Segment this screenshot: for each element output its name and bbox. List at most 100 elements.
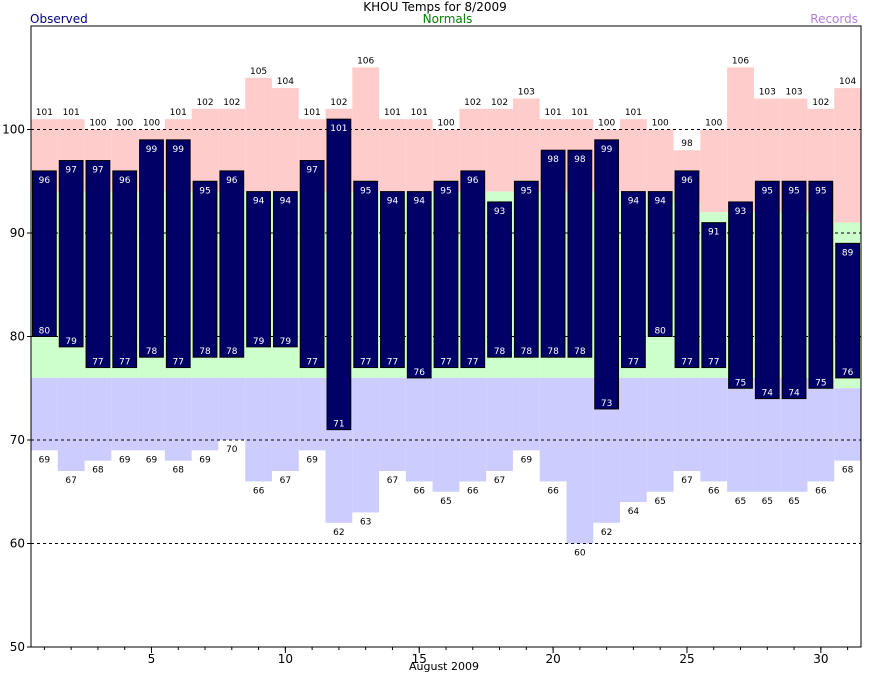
record-low-label: 65 xyxy=(788,497,799,507)
observed-high-label: 95 xyxy=(788,186,799,196)
observed-low-label: 78 xyxy=(574,347,586,357)
record-low-band xyxy=(218,377,246,440)
observed-bar xyxy=(835,242,861,379)
record-low-band xyxy=(539,377,567,482)
record-low-label: 67 xyxy=(494,476,505,486)
record-low-label: 66 xyxy=(547,486,559,496)
observed-high-label: 95 xyxy=(521,186,532,196)
observed-bar xyxy=(487,201,512,358)
observed-high-label: 94 xyxy=(628,197,640,207)
record-high-label: 101 xyxy=(170,108,187,118)
observed-high-label: 98 xyxy=(574,155,586,165)
observed-low-label: 77 xyxy=(360,358,371,368)
observed-bar xyxy=(192,180,218,358)
record-low-band xyxy=(432,377,460,492)
record-low-label: 66 xyxy=(708,486,720,496)
record-high-band xyxy=(620,119,647,192)
observed-high-label: 94 xyxy=(387,197,399,207)
record-low-band xyxy=(700,377,728,482)
observed-low-label: 78 xyxy=(226,347,238,357)
record-high-band xyxy=(379,119,406,192)
observed-bar xyxy=(272,191,298,348)
observed-bar xyxy=(32,170,57,337)
record-high-label: 100 xyxy=(437,119,454,129)
record-high-label: 102 xyxy=(812,98,829,108)
record-high-label: 105 xyxy=(250,67,267,77)
observed-low-label: 77 xyxy=(467,358,478,368)
record-low-label: 65 xyxy=(735,497,746,507)
y-tick-label: 80 xyxy=(10,330,25,344)
observed-low-label: 78 xyxy=(199,347,211,357)
record-low-band xyxy=(84,377,112,461)
observed-high-label: 101 xyxy=(330,124,347,134)
observed-low-label: 77 xyxy=(92,358,103,368)
observed-low-label: 74 xyxy=(762,389,774,399)
record-high-band xyxy=(512,98,540,192)
observed-low-label: 79 xyxy=(65,337,77,347)
x-tick-label: 10 xyxy=(278,652,293,666)
observed-high-label: 96 xyxy=(467,176,479,186)
record-high-band xyxy=(271,88,299,192)
record-low-band xyxy=(459,377,487,482)
record-high-label: 101 xyxy=(384,108,401,118)
record-high-label: 101 xyxy=(304,108,321,118)
observed-high-label: 94 xyxy=(413,197,425,207)
observed-low-label: 79 xyxy=(280,337,292,347)
record-low-label: 66 xyxy=(815,486,827,496)
record-high-label: 100 xyxy=(598,119,615,129)
y-tick-label: 70 xyxy=(10,433,25,447)
record-low-label: 64 xyxy=(628,507,640,517)
observed-high-label: 98 xyxy=(547,155,559,165)
observed-low-label: 76 xyxy=(842,368,854,378)
record-low-band xyxy=(138,377,165,451)
y-tick-label: 90 xyxy=(10,226,25,240)
observed-bar xyxy=(353,180,379,369)
observed-bar xyxy=(594,139,620,410)
record-high-label: 104 xyxy=(277,77,294,87)
record-low-band xyxy=(512,377,540,451)
record-high-label: 102 xyxy=(330,98,347,108)
observed-high-label: 96 xyxy=(681,176,693,186)
x-tick-label: 15 xyxy=(412,652,427,666)
observed-high-label: 99 xyxy=(173,145,185,155)
observed-bar xyxy=(433,180,459,369)
observed-low-label: 73 xyxy=(601,399,612,409)
observed-low-label: 78 xyxy=(146,347,158,357)
record-high-label: 103 xyxy=(785,87,802,97)
observed-high-label: 93 xyxy=(494,207,505,217)
record-high-label: 101 xyxy=(571,108,588,118)
record-high-label: 101 xyxy=(625,108,642,118)
observed-bar xyxy=(460,170,486,369)
record-low-label: 69 xyxy=(119,455,131,465)
observed-high-label: 97 xyxy=(65,166,76,176)
record-low-label: 66 xyxy=(253,486,265,496)
record-low-label: 65 xyxy=(762,497,773,507)
record-high-label: 101 xyxy=(411,108,428,118)
record-low-band xyxy=(646,377,674,492)
observed-bar xyxy=(139,139,164,358)
record-low-band xyxy=(834,388,861,461)
chart-title: KHOU Temps for 8/2009 xyxy=(363,0,507,14)
record-low-band xyxy=(164,377,192,461)
record-low-label: 66 xyxy=(467,486,479,496)
observed-high-label: 99 xyxy=(146,145,158,155)
y-tick-label: 100 xyxy=(2,123,25,137)
record-high-label: 103 xyxy=(518,87,535,97)
record-low-label: 70 xyxy=(226,445,238,455)
record-high-band xyxy=(834,88,861,223)
record-low-band xyxy=(352,377,380,513)
x-tick-label: 20 xyxy=(545,652,560,666)
observed-bar xyxy=(754,180,780,400)
observed-low-label: 78 xyxy=(521,347,533,357)
observed-bar xyxy=(728,201,753,389)
record-high-band xyxy=(405,119,433,192)
observed-low-label: 80 xyxy=(654,327,666,337)
observed-bar xyxy=(299,160,325,369)
observed-low-label: 75 xyxy=(815,378,826,388)
record-low-label: 67 xyxy=(280,476,291,486)
observed-bar xyxy=(112,170,138,369)
observed-low-label: 77 xyxy=(173,358,184,368)
observed-bar xyxy=(621,191,646,369)
record-high-label: 100 xyxy=(652,119,669,129)
record-low-label: 67 xyxy=(65,476,76,486)
